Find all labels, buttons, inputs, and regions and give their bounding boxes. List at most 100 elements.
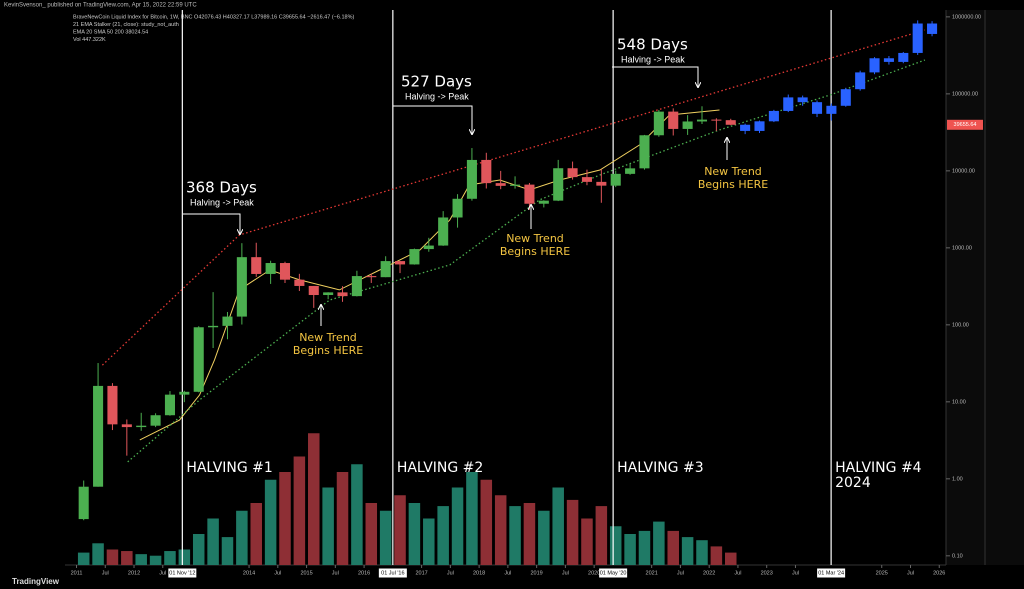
candle-body [351,276,362,297]
trend-note: New Trend [299,331,357,344]
candle-body [380,261,391,278]
candle-body [510,184,521,186]
candle-body [538,200,549,204]
volume-bar [566,499,579,565]
legend-line: 21 EMA Stalker (21, close): study_not_au… [73,22,179,28]
x-tick-label: Jul [274,570,281,576]
candle-body [581,177,592,182]
annotation-note: Halving -> Peak [190,197,254,207]
candle-body [596,181,607,186]
ema-line [139,109,720,441]
candle-body [725,120,736,125]
volume-bar [638,530,651,565]
trend-note: New Trend [506,232,564,245]
candle-body [121,424,132,428]
volume-bar [264,479,277,565]
x-tick-label: Jul [562,570,569,576]
candle-body [495,183,506,186]
volume-bar [423,518,435,565]
candle-body [438,217,449,246]
halving-label: HALVING #1 [186,460,272,476]
x-tick-label: Jul [159,570,166,576]
candle-body [811,102,823,114]
annotation-arrow [393,105,472,134]
annotation-days: 527 Days [401,73,472,91]
volume-bar [609,526,622,565]
candle-body [150,415,161,426]
halving-year: 2024 [835,475,871,491]
annotation-note: Halving -> Peak [621,54,685,64]
y-tick-label: 1000000.00 [952,14,981,20]
annotation-arrow [612,66,698,87]
volume-bar [92,543,104,565]
volume-bar [408,503,421,565]
x-tick-label: 2015 [300,570,312,576]
x-tick-label: 2018 [473,570,485,576]
volume-bar [552,487,564,565]
candle-body [797,97,808,103]
volume-bar [538,510,550,565]
x-tick-label: Jul [734,570,741,576]
legend-line: BraveNewCoin Liquid Index for Bitcoin, 1… [73,14,354,20]
candle-body [395,261,406,265]
volume-bar [667,530,679,565]
x-tick-label: Jul [677,570,684,576]
x-tick-label: 2023 [761,570,773,576]
x-tick-label: Jul [504,570,511,576]
annotation-arrow [183,213,240,234]
candle-body [323,292,334,296]
candle-body [93,385,104,487]
volume-bar [394,495,406,565]
volume-bar [178,549,191,565]
candle-body [236,257,247,317]
price-tag-label: 39655.64 [954,122,977,128]
candle-body [294,279,305,286]
candle-body [855,72,866,90]
candle-body [78,486,89,520]
halving-date-box [378,568,407,578]
candle-body [783,97,794,111]
volume-bar [279,472,291,565]
candle-body [279,263,291,280]
x-tick-label: Jul [447,570,454,576]
volume-bar [494,495,507,565]
volume-bar [523,503,536,565]
candle-body [668,111,679,129]
volume-bar [581,518,593,565]
halving-date-box [599,568,628,578]
volume-bar [681,537,694,565]
volume-bar [135,554,147,565]
candle-body [179,391,190,395]
volume-bar [250,503,262,565]
candle-body [754,121,765,131]
candle-body [912,23,923,53]
volume-bar [696,540,708,565]
volume-bar [308,433,320,565]
x-tick-label: 2016 [358,570,370,576]
trend-note: Begins HERE [698,178,768,191]
footer-logo: TradingView [12,577,60,586]
volume-bar [351,464,363,565]
halving-date: 01 Mar '24 [818,570,844,576]
candle-body [696,119,708,122]
halving-label: HALVING #3 [617,460,703,476]
x-tick-label: 2020 [588,570,600,576]
candle-body [308,285,319,296]
candle-body [927,23,938,34]
volume-bar [121,551,133,565]
volume-bar [221,537,234,565]
candle-body [567,168,578,178]
candle-body [193,327,204,392]
candle-body [481,159,492,184]
candle-body [164,394,175,416]
x-tick-label: 2022 [703,570,715,576]
candle-body [366,276,377,278]
candle-body [222,316,233,326]
volume-bar [466,472,478,565]
y-tick-label: 0.10 [952,553,963,559]
x-tick-label: 2026 [933,570,945,576]
halving-date: 01 Jul '16 [381,570,404,576]
volume-bar [624,534,636,565]
candle-body [625,168,636,174]
